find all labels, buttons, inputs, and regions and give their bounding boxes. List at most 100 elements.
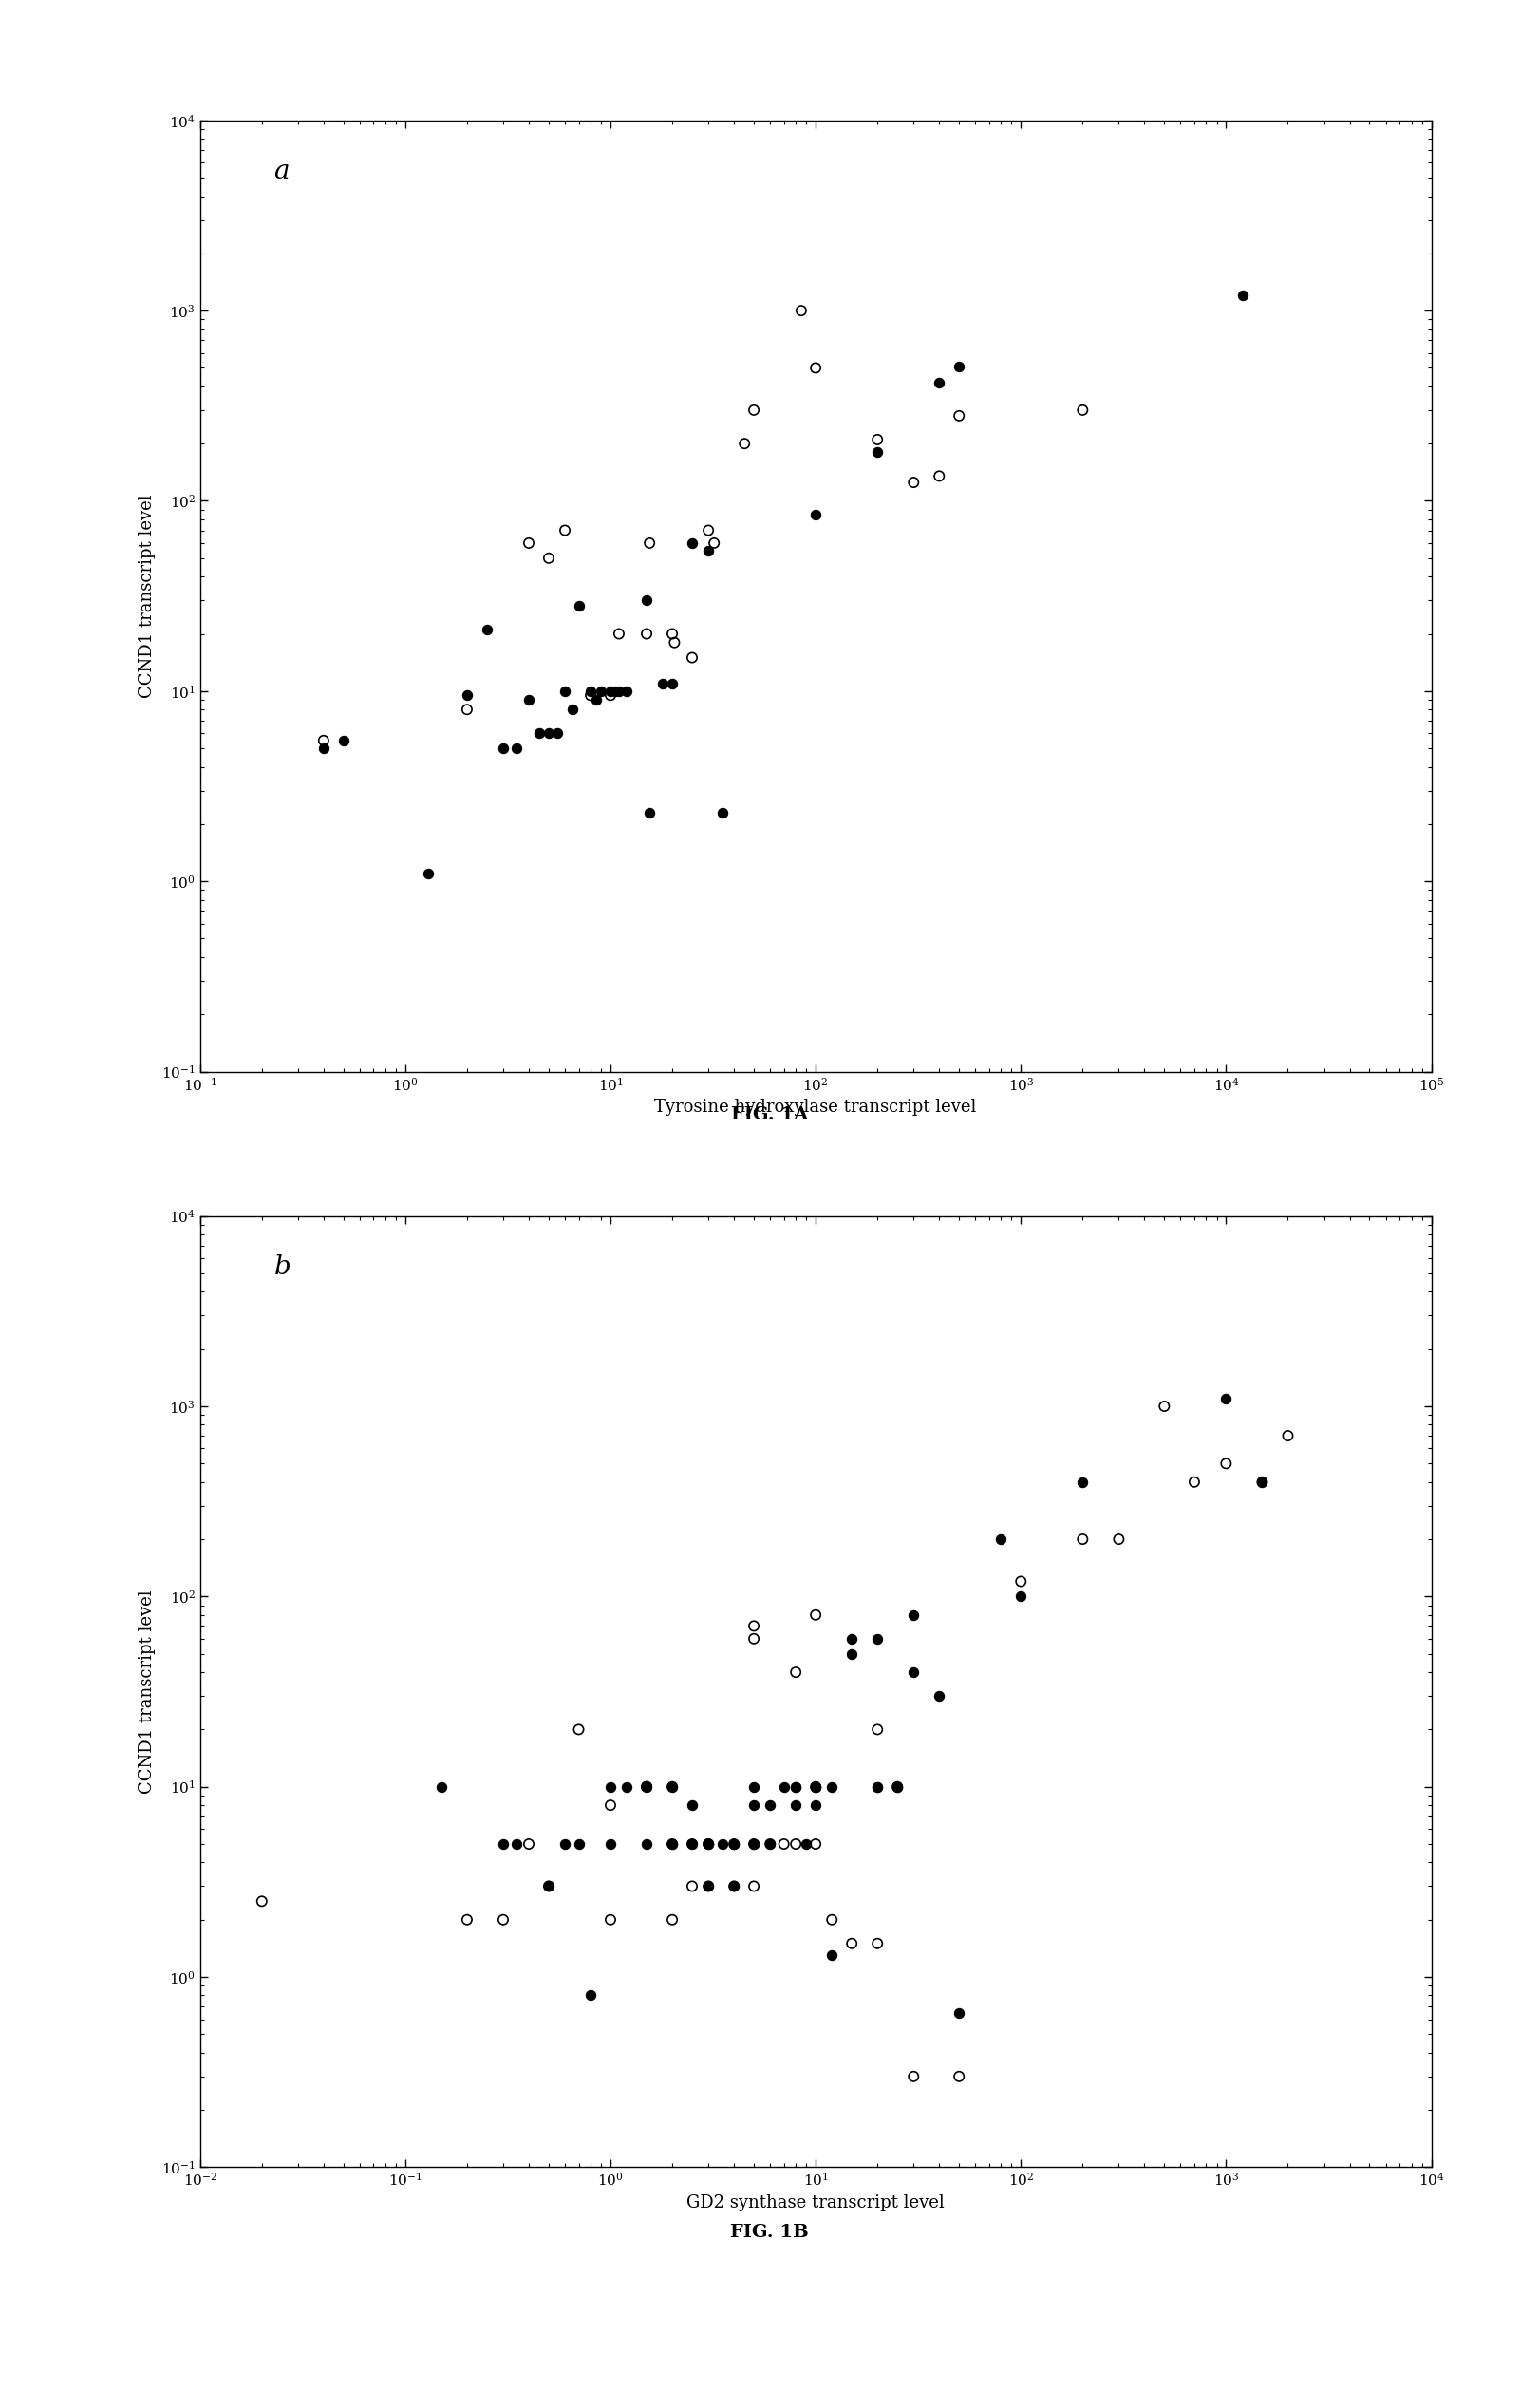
- Point: [599, 1900, 623, 1938]
- Point: [771, 1767, 796, 1806]
- Point: [517, 525, 542, 563]
- Point: [589, 672, 614, 710]
- Y-axis label: CCND1 transcript level: CCND1 transcript level: [139, 1589, 155, 1794]
- Point: [566, 1825, 591, 1864]
- Point: [637, 525, 662, 563]
- Point: [783, 1767, 808, 1806]
- Point: [660, 665, 685, 703]
- Point: [1107, 1519, 1131, 1558]
- Point: [722, 1866, 746, 1905]
- Point: [820, 1900, 845, 1938]
- Point: [1153, 1387, 1177, 1426]
- Point: [820, 1936, 845, 1975]
- Point: [491, 1900, 516, 1938]
- Point: [757, 1825, 782, 1864]
- Point: [926, 1676, 951, 1714]
- Point: [566, 588, 591, 626]
- Point: [680, 638, 705, 677]
- Point: [1008, 1577, 1033, 1616]
- Point: [783, 1825, 808, 1864]
- Point: [579, 672, 603, 710]
- Point: [579, 1977, 603, 2015]
- Point: [742, 1825, 766, 1864]
- Point: [820, 1767, 845, 1806]
- Point: [454, 691, 479, 730]
- Point: [311, 730, 336, 768]
- Point: [491, 730, 516, 768]
- Point: [902, 1597, 926, 1635]
- Point: [606, 672, 631, 710]
- Point: [902, 462, 926, 501]
- Point: [722, 1825, 746, 1864]
- Point: [865, 1621, 890, 1659]
- Point: [491, 1825, 516, 1864]
- Point: [331, 722, 356, 761]
- Point: [865, 433, 890, 472]
- Point: [865, 1767, 890, 1806]
- Point: [599, 1787, 623, 1825]
- Point: [614, 1767, 639, 1806]
- Point: [771, 1825, 796, 1864]
- Point: [614, 672, 639, 710]
- Point: [722, 1825, 746, 1864]
- Point: [803, 1767, 828, 1806]
- Point: [1230, 277, 1254, 315]
- Point: [885, 1767, 910, 1806]
- Point: [803, 1767, 828, 1806]
- Point: [865, 421, 890, 460]
- Point: [311, 722, 336, 761]
- Point: [1250, 1462, 1274, 1500]
- Point: [803, 1597, 828, 1635]
- Point: [637, 792, 662, 831]
- Point: [599, 1825, 623, 1864]
- Point: [537, 539, 562, 578]
- Point: [454, 677, 479, 715]
- Point: [803, 1825, 828, 1864]
- Point: [865, 1710, 890, 1748]
- Point: [537, 1866, 562, 1905]
- Point: [803, 1767, 828, 1806]
- Point: [1070, 1519, 1094, 1558]
- Point: [599, 672, 623, 710]
- Point: [783, 1787, 808, 1825]
- Point: [902, 2056, 926, 2095]
- Point: [634, 1825, 659, 1864]
- Point: [660, 1825, 685, 1864]
- Point: [526, 715, 551, 754]
- Point: [680, 1825, 705, 1864]
- X-axis label: GD2 synthase transcript level: GD2 synthase transcript level: [686, 2194, 945, 2211]
- Point: [803, 349, 828, 388]
- Point: [803, 1767, 828, 1806]
- Point: [902, 1652, 926, 1690]
- Point: [742, 1787, 766, 1825]
- Point: [662, 624, 686, 662]
- Point: [1070, 1462, 1094, 1500]
- Point: [742, 1825, 766, 1864]
- Point: [537, 715, 562, 754]
- Point: [709, 1825, 734, 1864]
- Point: [865, 1924, 890, 1963]
- Point: [709, 792, 734, 831]
- Point: [946, 397, 971, 436]
- Point: [742, 1606, 766, 1645]
- Point: [839, 1621, 863, 1659]
- Point: [660, 1825, 685, 1864]
- Point: [660, 1767, 685, 1806]
- Point: [926, 458, 951, 496]
- Point: [651, 665, 676, 703]
- Point: [680, 1866, 705, 1905]
- Point: [696, 1825, 720, 1864]
- Point: [606, 614, 631, 653]
- Point: [1214, 1380, 1239, 1418]
- Point: [680, 1787, 705, 1825]
- Point: [553, 510, 577, 549]
- Point: [783, 1767, 808, 1806]
- Point: [696, 1825, 720, 1864]
- Text: FIG. 1B: FIG. 1B: [729, 2223, 810, 2242]
- Point: [790, 291, 814, 330]
- Point: [660, 1900, 685, 1938]
- Point: [696, 1866, 720, 1905]
- Point: [696, 510, 720, 549]
- Point: [926, 364, 951, 402]
- Point: [803, 1787, 828, 1825]
